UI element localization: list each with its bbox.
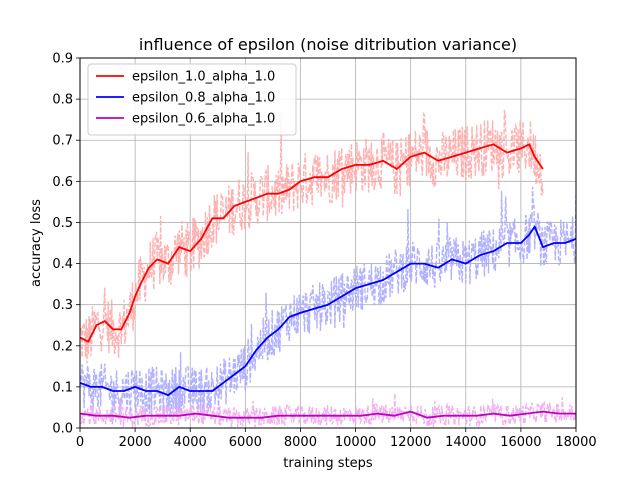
- y-tick-label: 0.8: [52, 93, 73, 108]
- legend-box: [87, 63, 297, 136]
- series-line: [80, 143, 544, 343]
- y-tick-label: 0.0: [52, 422, 73, 437]
- y-tick-label: 0.6: [52, 175, 73, 190]
- plot-frame: [79, 57, 577, 429]
- x-tick-label: 18000: [555, 435, 596, 450]
- legend-label: epsilon_1.0_alpha_1.0: [132, 70, 275, 85]
- x-tick-label: 16000: [500, 435, 541, 450]
- x-tick-label: 8000: [284, 435, 317, 450]
- x-axis-label: training steps: [283, 456, 373, 471]
- x-tick-label: 14000: [445, 435, 486, 450]
- legend-label: epsilon_0.6_alpha_1.0: [132, 112, 275, 127]
- x-axis-ticks: 0 2000 4000 6000 8000 10000 12000 14000 16000 180…: [76, 428, 597, 450]
- raw-series-trace: [80, 186, 576, 425]
- x-tick-label: 12000: [390, 435, 431, 450]
- y-axis-ticks: 0.0 0.1 0.2 0.3 0.4 0.5 0.6 0.7 0.8 0.9: [52, 52, 80, 437]
- chart-title: influence of epsilon (noise ditribution …: [139, 35, 517, 54]
- x-tick-label: 0: [76, 435, 84, 450]
- x-tick-label: 2000: [119, 435, 152, 450]
- y-tick-label: 0.7: [52, 134, 73, 149]
- raw-series-trace: [80, 393, 576, 428]
- x-tick-label: 4000: [174, 435, 207, 450]
- series-line: [80, 410, 576, 419]
- y-axis-label: accuracy loss: [29, 199, 44, 287]
- y-tick-label: 0.2: [52, 339, 73, 354]
- raw-series-layer: [80, 109, 576, 428]
- y-tick-label: 0.1: [52, 380, 73, 395]
- raw-series-trace: [80, 109, 544, 364]
- series-line: [80, 225, 576, 397]
- y-tick-label: 0.9: [52, 52, 73, 67]
- x-tick-label: 6000: [229, 435, 262, 450]
- smoothed-series-layer: [80, 143, 576, 419]
- legend: epsilon_1.0_alpha_1.0 epsilon_0.8_alpha_1…: [87, 63, 297, 136]
- x-tick-label: 10000: [335, 435, 376, 450]
- y-tick-label: 0.4: [52, 257, 73, 272]
- y-tick-label: 0.3: [52, 298, 73, 313]
- y-tick-label: 0.5: [52, 216, 73, 231]
- legend-label: epsilon_0.8_alpha_1.0: [132, 91, 275, 106]
